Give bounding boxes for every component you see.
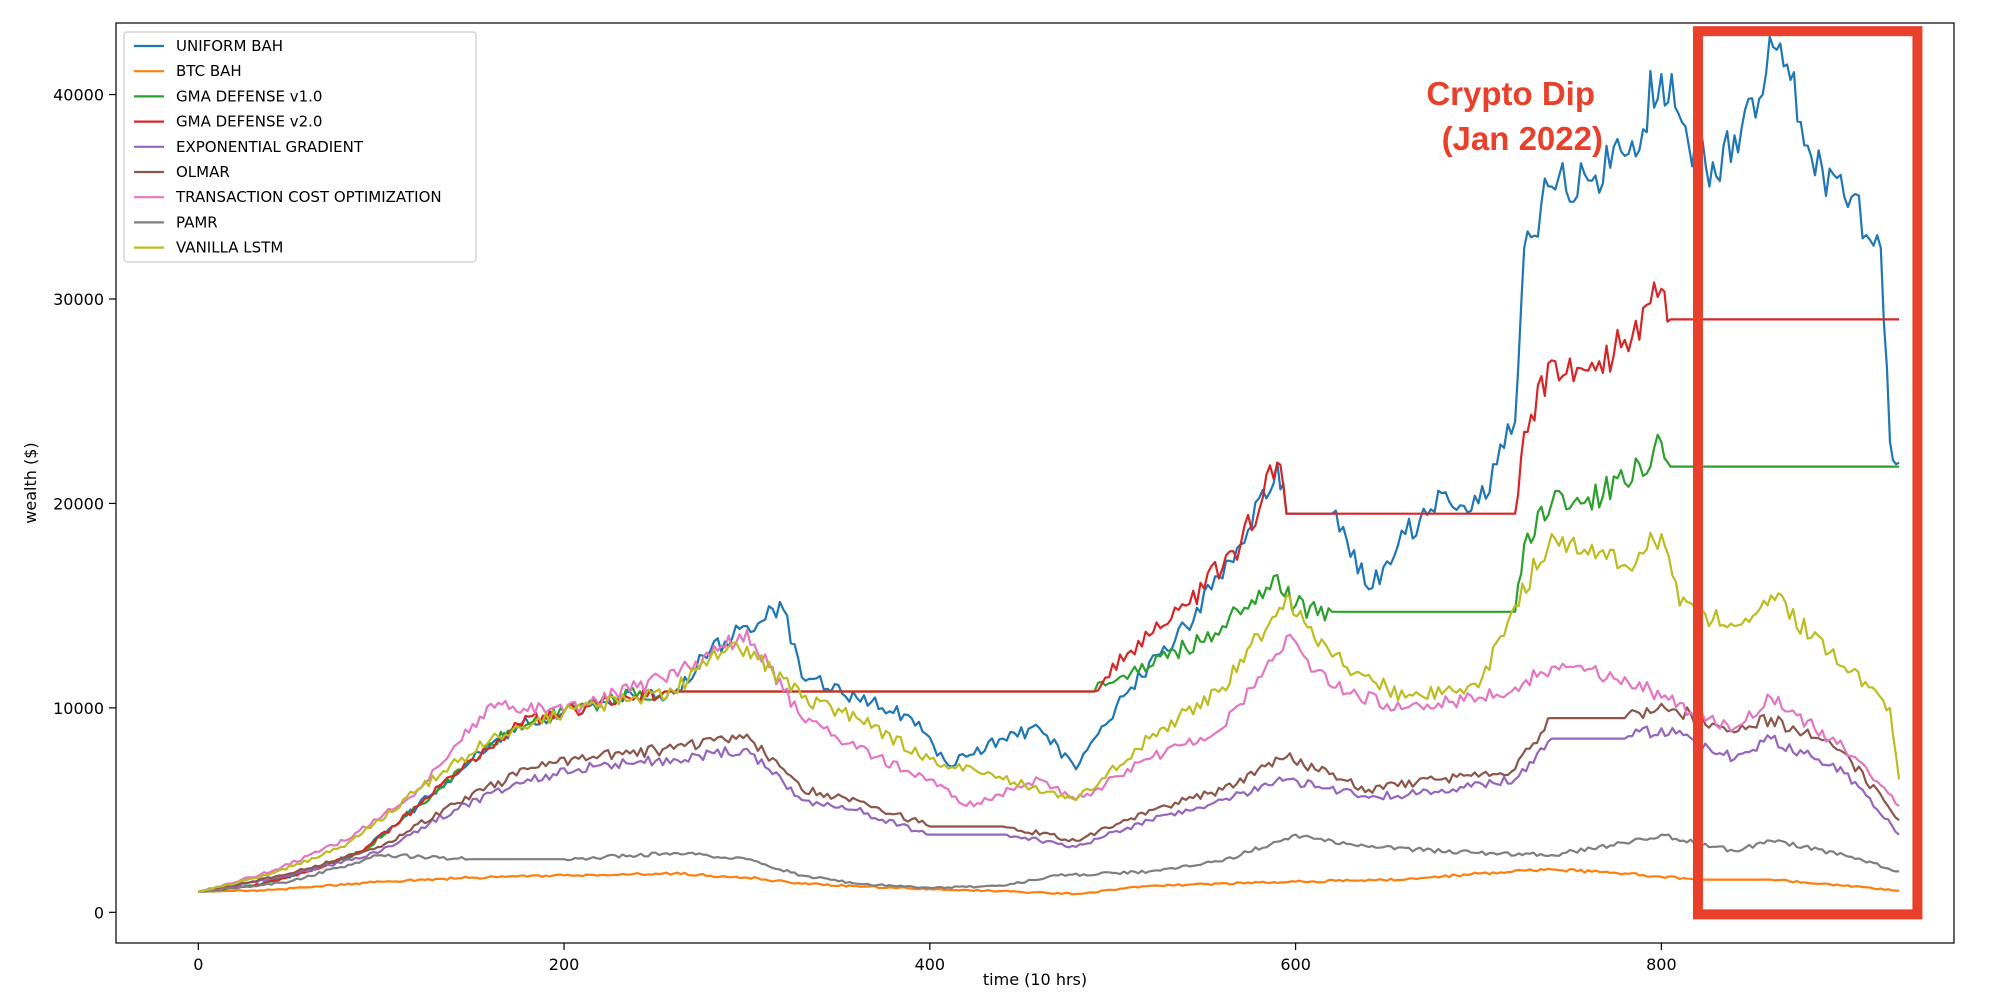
series-line-1 <box>198 35 1900 893</box>
y-tick-label: 20000 <box>53 494 104 513</box>
legend-label: VANILLA LSTM <box>176 239 283 257</box>
annotation-line-2: (Jan 2022) <box>1442 120 1603 157</box>
crypto-dip-highlight-box <box>1692 26 1923 920</box>
series-line-8 <box>198 833 1900 893</box>
x-axis-label: time (10 hrs) <box>983 970 1087 989</box>
annotation-line-1: Crypto Dip <box>1426 75 1595 112</box>
legend-label: EXPONENTIAL GRADIENT <box>176 138 364 156</box>
series-line-5 <box>198 725 1900 893</box>
y-axis-label: wealth ($) <box>21 442 40 523</box>
x-tick-label: 400 <box>915 955 946 974</box>
legend-label: OLMAR <box>176 163 230 181</box>
series-line-7 <box>198 629 1900 893</box>
series-line-9 <box>198 531 1901 893</box>
legend-label: TRANSACTION COST OPTIMIZATION <box>175 188 442 206</box>
x-tick-label: 800 <box>1646 955 1677 974</box>
y-tick-label: 40000 <box>53 86 104 105</box>
x-tick-label: 600 <box>1280 955 1311 974</box>
series-line-3 <box>198 433 1900 893</box>
x-tick-label: 200 <box>549 955 580 974</box>
axis-ticks: 0 200 400 600 800 0 10000 20000 30000 40000 <box>53 86 1677 974</box>
legend-label: GMA DEFENSE v2.0 <box>176 113 322 131</box>
series-line-6 <box>198 702 1900 893</box>
y-tick-label: 0 <box>94 903 104 922</box>
y-tick-label: 10000 <box>53 699 104 718</box>
x-tick-label: 0 <box>193 955 203 974</box>
series-layer <box>197 35 1901 896</box>
plot-area-frame <box>115 22 1955 944</box>
legend-label: BTC BAH <box>176 62 242 80</box>
y-tick-label: 30000 <box>53 290 104 309</box>
legend-label: PAMR <box>176 213 218 231</box>
legend-box <box>123 31 477 263</box>
legend-label: UNIFORM BAH <box>176 37 283 55</box>
legend-label: GMA DEFENSE v1.0 <box>176 87 322 105</box>
series-line-2 <box>198 867 1900 896</box>
series-line-4 <box>197 281 1900 893</box>
legend: UNIFORM BAH BTC BAH GMA DEFENSE v1.0 GMA DE… <box>123 31 477 263</box>
